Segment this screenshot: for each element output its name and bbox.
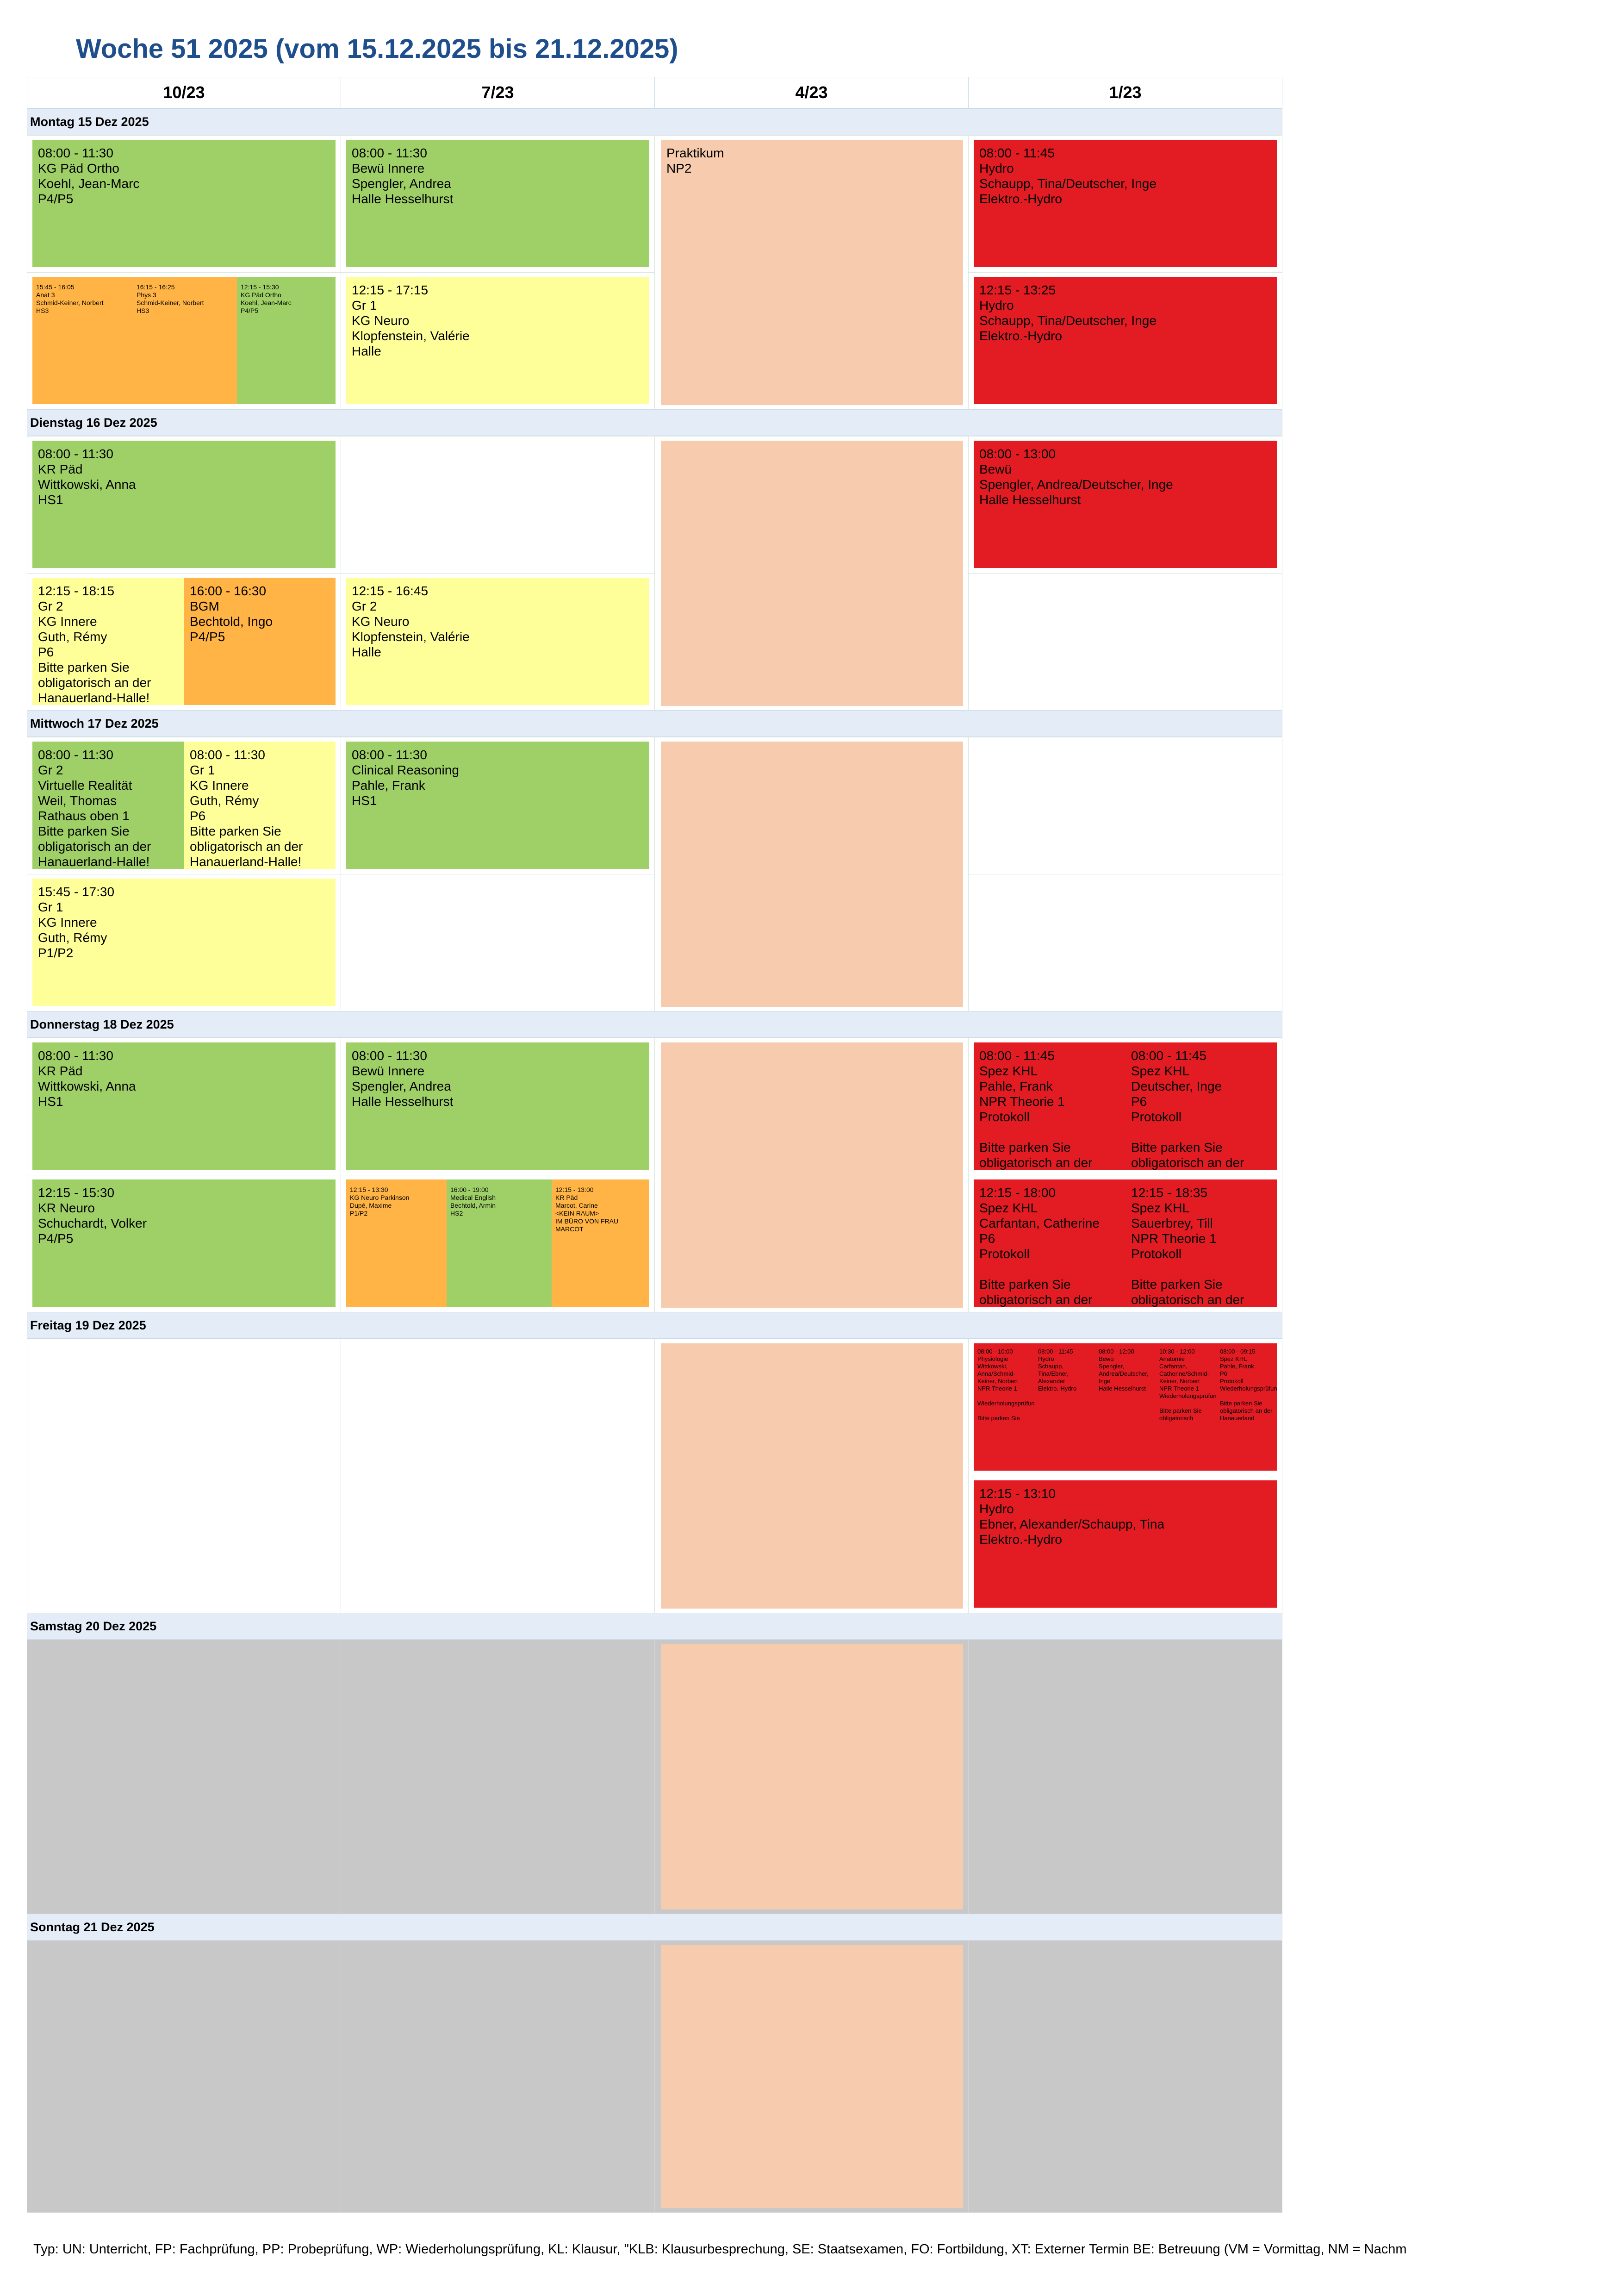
weekend-cell bbox=[27, 1940, 341, 2213]
legend-footer: Typ: UN: Unterricht, FP: Fachprüfung, PP… bbox=[33, 2242, 1407, 2257]
event-block[interactable]: 08:00 - 11:45 Spez KHL Deutscher, Inge P… bbox=[1126, 1042, 1277, 1170]
day-header-samstag: Samstag 20 Dez 2025 bbox=[27, 1613, 1282, 1640]
column-header-123: 1/23 bbox=[968, 77, 1282, 108]
weekend-cell bbox=[968, 1640, 1282, 1914]
slot-cell bbox=[968, 737, 1282, 874]
column-header-723: 7/23 bbox=[341, 77, 655, 108]
event-block-praktikum[interactable] bbox=[661, 1042, 963, 1308]
event-block[interactable]: 08:00 - 09:15 Spez KHL Pahle, Frank P6 P… bbox=[1216, 1343, 1277, 1471]
event-block[interactable]: 08:00 - 11:30 KR Päd Wittkowski, Anna HS… bbox=[32, 441, 336, 568]
column-header-423: 4/23 bbox=[654, 77, 969, 108]
event-block-praktikum[interactable] bbox=[661, 1945, 963, 2208]
day-header-sonntag: Sonntag 21 Dez 2025 bbox=[27, 1914, 1282, 1940]
event-block[interactable]: 16:00 - 19:00 Medical English Bechtold, … bbox=[447, 1179, 552, 1307]
event-block[interactable]: 12:15 - 17:15 Gr 1 KG Neuro Klopfenstein… bbox=[346, 277, 649, 404]
event-block[interactable]: 08:00 - 11:45 Hydro Schaupp, Tina/Ebner,… bbox=[1034, 1343, 1095, 1471]
day-header-donnerstag: Donnerstag 18 Dez 2025 bbox=[27, 1011, 1282, 1038]
column-header-1023: 10/23 bbox=[27, 77, 341, 108]
weekend-cell bbox=[341, 1940, 655, 2213]
event-block[interactable]: 08:00 - 11:30 KR Päd Wittkowski, Anna HS… bbox=[32, 1042, 336, 1170]
event-block-praktikum[interactable] bbox=[661, 1343, 963, 1609]
slot-cell bbox=[27, 1339, 341, 1476]
day-header-dienstag: Dienstag 16 Dez 2025 bbox=[27, 409, 1282, 436]
event-block[interactable]: 15:45 - 16:05 Anat 3 Schmid-Keiner, Norb… bbox=[32, 277, 133, 404]
event-block[interactable]: 12:15 - 18:35 Spez KHL Sauerbrey, Till N… bbox=[1126, 1179, 1277, 1307]
event-block-praktikum[interactable] bbox=[661, 441, 963, 706]
slot-cell bbox=[968, 874, 1282, 1011]
event-block[interactable]: 12:15 - 13:25 Hydro Schaupp, Tina/Deutsc… bbox=[974, 277, 1277, 404]
event-block[interactable]: 12:15 - 13:00 KR Päd Marcot, Carine <KEI… bbox=[552, 1179, 649, 1307]
slot-cell bbox=[341, 874, 655, 1011]
event-block[interactable]: 08:00 - 11:45 Hydro Schaupp, Tina/Deutsc… bbox=[974, 140, 1277, 267]
event-block[interactable]: 12:15 - 16:45 Gr 2 KG Neuro Klopfenstein… bbox=[346, 578, 649, 705]
event-block[interactable]: 08:00 - 10:00 Physiologie Wittkowski, An… bbox=[974, 1343, 1034, 1471]
event-block[interactable]: 08:00 - 11:30 Clinical Reasoning Pahle, … bbox=[346, 742, 649, 869]
weekend-cell bbox=[27, 1640, 341, 1914]
weekend-cell bbox=[968, 1940, 1282, 2213]
event-block[interactable]: 12:15 - 18:15 Gr 2 KG Innere Guth, Rémy … bbox=[32, 578, 184, 705]
event-block[interactable]: 08:00 - 11:30 Gr 2 Virtuelle Realität We… bbox=[32, 742, 184, 869]
event-block-praktikum[interactable] bbox=[661, 1644, 963, 1909]
event-block[interactable]: 08:00 - 11:30 KG Päd Ortho Koehl, Jean-M… bbox=[32, 140, 336, 267]
day-header-mittwoch: Mittwoch 17 Dez 2025 bbox=[27, 710, 1282, 737]
event-block[interactable]: 16:00 - 16:30 BGM Bechtold, Ingo P4/P5 bbox=[184, 578, 336, 705]
event-block[interactable]: 16:15 - 16:25 Phys 3 Schmid-Keiner, Norb… bbox=[133, 277, 237, 404]
event-block[interactable]: 08:00 - 12:00 Bewü Spengler, Andrea/Deut… bbox=[1095, 1343, 1156, 1471]
slot-cell bbox=[341, 436, 655, 574]
slot-cell bbox=[341, 1339, 655, 1476]
slot-cell bbox=[27, 1476, 341, 1613]
event-block-praktikum[interactable] bbox=[661, 742, 963, 1007]
slot-cell bbox=[341, 1476, 655, 1613]
event-block[interactable]: 12:15 - 13:10 Hydro Ebner, Alexander/Sch… bbox=[974, 1480, 1277, 1608]
event-block[interactable]: 15:45 - 17:30 Gr 1 KG Innere Guth, Rémy … bbox=[32, 879, 336, 1006]
event-block[interactable]: 08:00 - 11:45 Spez KHL Pahle, Frank NPR … bbox=[974, 1042, 1126, 1170]
event-block[interactable]: 12:15 - 13:30 KG Neuro Parkinson Dupé, M… bbox=[346, 1179, 447, 1307]
event-block[interactable]: 08:00 - 13:00 Bewü Spengler, Andrea/Deut… bbox=[974, 441, 1277, 568]
event-block[interactable]: 12:15 - 18:00 Spez KHL Carfantan, Cather… bbox=[974, 1179, 1126, 1307]
schedule-grid: 10/23 7/23 4/23 1/23 Montag bbox=[27, 77, 1282, 2213]
day-header-freitag: Freitag 19 Dez 2025 bbox=[27, 1312, 1282, 1339]
day-header-montag: Montag 15 Dez 2025 bbox=[27, 108, 1282, 135]
event-block[interactable]: 08:00 - 11:30 Gr 1 KG Innere Guth, Rémy … bbox=[184, 742, 336, 869]
event-block[interactable]: 08:00 - 11:30 Bewü Innere Spengler, Andr… bbox=[346, 1042, 649, 1170]
page-title: Woche 51 2025 (vom 15.12.2025 bis 21.12.… bbox=[76, 34, 678, 64]
event-block-praktikum[interactable]: Praktikum NP2 bbox=[661, 140, 963, 405]
slot-cell bbox=[968, 573, 1282, 711]
event-block[interactable]: 12:15 - 15:30 KR Neuro Schuchardt, Volke… bbox=[32, 1179, 336, 1307]
event-block[interactable]: 08:00 - 11:30 Bewü Innere Spengler, Andr… bbox=[346, 140, 649, 267]
event-block[interactable]: 10:30 - 12:00 Anatomie Carfantan, Cather… bbox=[1156, 1343, 1216, 1471]
weekend-cell bbox=[341, 1640, 655, 1914]
event-block[interactable]: 12:15 - 15:30 KG Päd Ortho Koehl, Jean-M… bbox=[237, 277, 336, 404]
